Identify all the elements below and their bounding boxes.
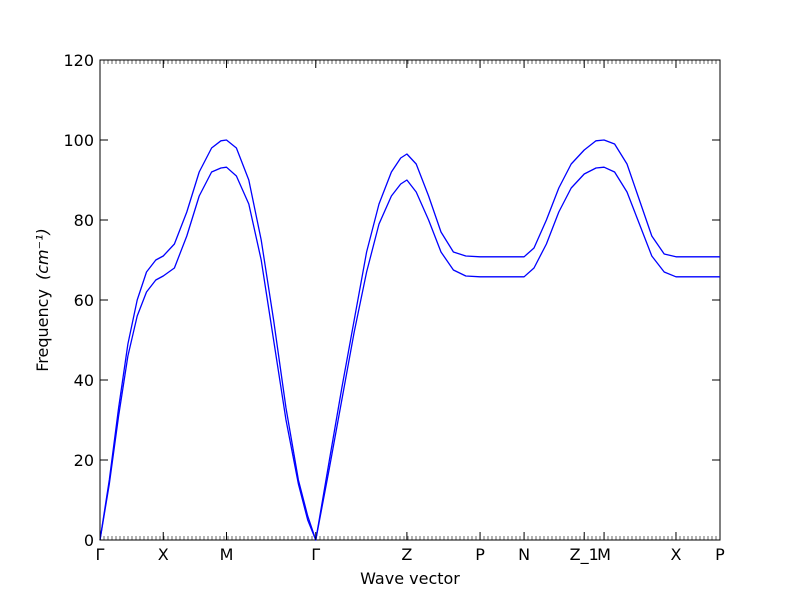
y-axis-title-text: Frequency xyxy=(33,289,52,372)
x-tick-label: Z_1 xyxy=(570,545,599,565)
y-tick-label: 80 xyxy=(74,211,94,230)
series-layer xyxy=(99,139,720,541)
x-axis-ticks: Γ X M Γ Z P N Z_1M X P xyxy=(96,60,725,565)
x-tick-label: P xyxy=(715,545,725,564)
y-axis-title-unit: (cm⁻¹) xyxy=(33,228,52,280)
y-axis-title: Frequency (cm⁻¹) xyxy=(33,228,52,371)
x-tick-label: X xyxy=(158,545,169,564)
y-tick-label: 20 xyxy=(74,451,94,470)
x-tick-label: N xyxy=(518,545,530,564)
x-tick-label: Γ xyxy=(311,545,320,564)
plot-frame xyxy=(99,59,721,541)
x-tick-label: M xyxy=(220,545,234,564)
series-line-1 xyxy=(99,139,720,541)
x-tick-label: P xyxy=(475,545,485,564)
x-tick-label: X xyxy=(670,545,681,564)
x-tick-label: Γ xyxy=(96,545,105,564)
y-tick-label: 100 xyxy=(63,131,94,150)
x-tick-label: M xyxy=(597,545,611,564)
y-tick-label: 120 xyxy=(63,51,94,70)
series-line-2 xyxy=(99,166,720,541)
y-axis-ticks: 0 20 40 60 80 100 120 xyxy=(63,51,720,550)
y-tick-label: 0 xyxy=(84,531,94,550)
x-axis-title: Wave vector xyxy=(360,569,460,588)
y-tick-label: 60 xyxy=(74,291,94,310)
y-tick-label: 40 xyxy=(74,371,94,390)
x-tick-label: Z xyxy=(401,545,412,564)
